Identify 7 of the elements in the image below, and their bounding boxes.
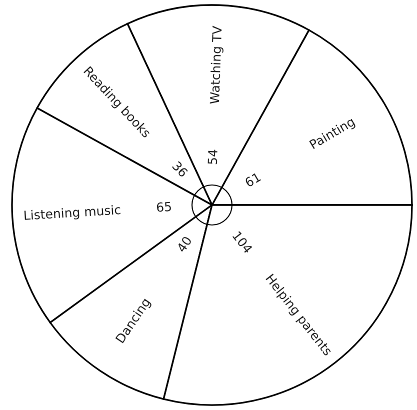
slice-label: Listening music <box>24 204 121 222</box>
data-label: 65 <box>156 202 172 212</box>
data-label: 61 <box>244 172 262 188</box>
data-label: 40 <box>176 236 192 253</box>
data-label: 36 <box>172 160 188 178</box>
slice-label: Watching TV <box>209 26 224 104</box>
data-label: 54 <box>208 150 218 164</box>
